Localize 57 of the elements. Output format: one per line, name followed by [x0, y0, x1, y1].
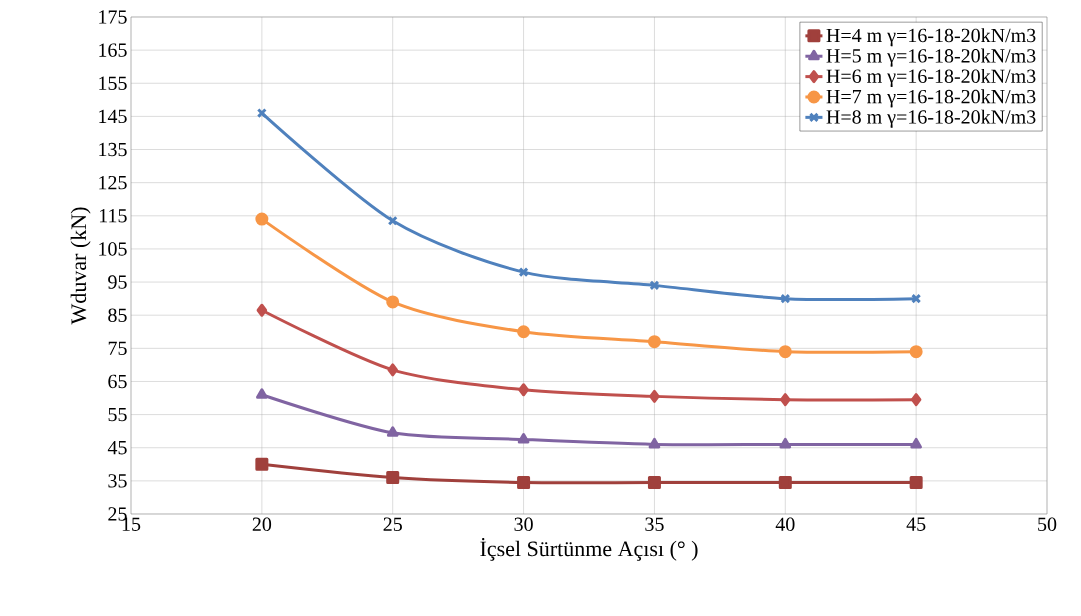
y-tick-label: 155 — [99, 76, 127, 90]
point — [780, 393, 791, 407]
point — [780, 293, 791, 304]
point — [910, 393, 922, 407]
y-tick-label: 85 — [108, 308, 127, 322]
point — [649, 389, 660, 403]
legend-label: H=4 m γ=16-18-20kN/m3 — [826, 28, 1036, 47]
x-tick-label: 50 — [1038, 517, 1057, 532]
legend-label: H=7 m γ=16-18-20kN/m3 — [826, 89, 1036, 108]
x-axis-title: İçsel Sürtünme Açısı (° ) — [480, 537, 698, 561]
x-tick-label: 30 — [514, 517, 533, 532]
y-tick-label: 125 — [99, 175, 127, 190]
x-tick-label: 40 — [775, 517, 795, 532]
y-tick-label: 165 — [99, 43, 127, 57]
y-tick-label: 135 — [99, 142, 127, 157]
y-tick-label: 145 — [99, 109, 127, 124]
point — [648, 437, 661, 449]
x-tick-label: 35 — [645, 517, 664, 531]
point — [386, 471, 400, 485]
point — [517, 432, 530, 444]
y-tick-label: 105 — [99, 242, 127, 256]
legend-label: H=8 m γ=16-18-20kN/m3 — [826, 109, 1036, 128]
x-tick-label: 20 — [252, 517, 272, 532]
legend-label: H=6 m γ=16-18-20kN/m3 — [826, 68, 1036, 88]
point — [778, 345, 792, 359]
point — [778, 476, 792, 490]
point — [518, 383, 529, 397]
point — [517, 476, 531, 490]
point — [649, 280, 660, 291]
point — [387, 363, 398, 377]
point — [386, 426, 399, 437]
point — [910, 437, 922, 449]
x-tick-label: 25 — [383, 517, 402, 531]
point — [256, 388, 268, 399]
point — [647, 476, 661, 490]
y-tick-label: 75 — [108, 341, 127, 355]
y-tick-label: 175 — [99, 10, 127, 24]
point — [909, 345, 923, 359]
legend-label: H=5 m γ=16-18-20kN/m3 — [826, 48, 1036, 67]
point — [256, 303, 268, 317]
point — [909, 476, 923, 490]
point — [518, 267, 529, 278]
point — [779, 437, 792, 449]
y-tick-label: 55 — [108, 407, 127, 422]
x-tick-label: 45 — [906, 517, 926, 531]
y-axis-title: Wduvar (kN) — [70, 207, 91, 325]
y-tick-label: 115 — [99, 209, 127, 223]
point — [387, 215, 398, 226]
point — [255, 457, 269, 471]
point — [517, 325, 531, 339]
y-tick-label: 45 — [107, 441, 127, 455]
point — [647, 335, 661, 349]
point — [255, 212, 269, 226]
y-tick-label: 35 — [108, 474, 127, 488]
y-tick-label: 65 — [108, 374, 127, 389]
point — [386, 295, 400, 309]
y-tick-label: 95 — [108, 275, 127, 289]
